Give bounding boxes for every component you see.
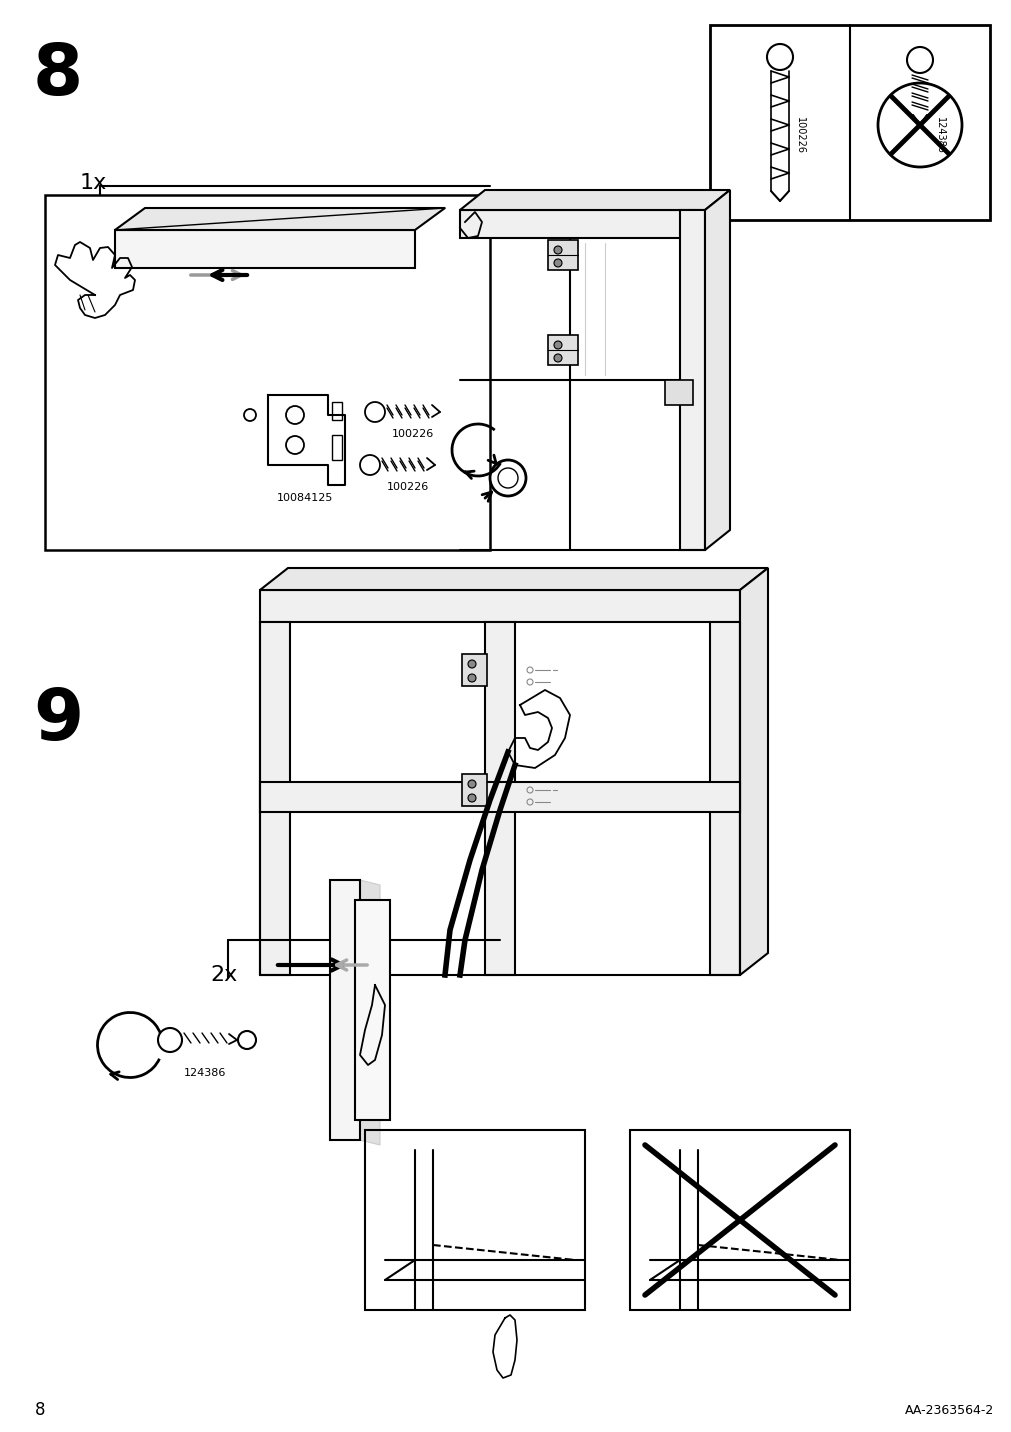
Circle shape	[553, 246, 561, 253]
Circle shape	[467, 660, 475, 667]
Bar	[115, 231, 415, 268]
Circle shape	[766, 44, 793, 70]
Circle shape	[467, 674, 475, 682]
Bar	[462, 654, 486, 686]
Bar	[330, 881, 360, 1140]
Bar	[355, 899, 389, 1120]
Text: 124386: 124386	[934, 116, 944, 153]
Circle shape	[906, 47, 932, 73]
Circle shape	[286, 407, 303, 424]
Bar	[44, 195, 489, 550]
Bar	[548, 241, 577, 271]
Polygon shape	[260, 569, 767, 590]
Circle shape	[365, 402, 384, 422]
Bar	[664, 379, 693, 405]
Polygon shape	[739, 569, 767, 975]
Text: 124386: 124386	[184, 1068, 226, 1078]
Bar	[710, 24, 989, 221]
Circle shape	[489, 460, 526, 495]
Bar	[332, 435, 342, 460]
Text: 2x: 2x	[210, 965, 237, 985]
Bar	[260, 590, 739, 621]
Polygon shape	[360, 881, 379, 1146]
Circle shape	[467, 780, 475, 788]
Text: 100226: 100226	[795, 116, 804, 153]
Circle shape	[158, 1028, 182, 1053]
Bar	[548, 335, 577, 365]
Text: 8: 8	[34, 1400, 45, 1419]
Text: 100226: 100226	[386, 483, 429, 493]
Bar	[460, 211, 705, 238]
Polygon shape	[115, 208, 445, 231]
Bar	[630, 1130, 849, 1310]
Polygon shape	[705, 190, 729, 550]
Circle shape	[360, 455, 379, 475]
Circle shape	[553, 354, 561, 362]
Bar	[710, 621, 739, 975]
Bar	[484, 621, 515, 975]
Bar	[260, 621, 290, 975]
Bar	[260, 782, 739, 812]
Circle shape	[286, 435, 303, 454]
Bar	[462, 775, 486, 806]
Text: 9: 9	[32, 686, 83, 755]
Bar	[679, 211, 705, 550]
Bar	[332, 402, 342, 420]
Text: 1x: 1x	[80, 173, 107, 193]
Text: 100226: 100226	[391, 430, 434, 440]
Circle shape	[467, 793, 475, 802]
Text: AA-2363564-2: AA-2363564-2	[905, 1403, 994, 1416]
Polygon shape	[460, 190, 729, 211]
Text: 10084125: 10084125	[277, 493, 333, 503]
Circle shape	[553, 259, 561, 266]
Circle shape	[553, 341, 561, 349]
Bar	[365, 1130, 584, 1310]
Text: 8: 8	[32, 40, 83, 109]
